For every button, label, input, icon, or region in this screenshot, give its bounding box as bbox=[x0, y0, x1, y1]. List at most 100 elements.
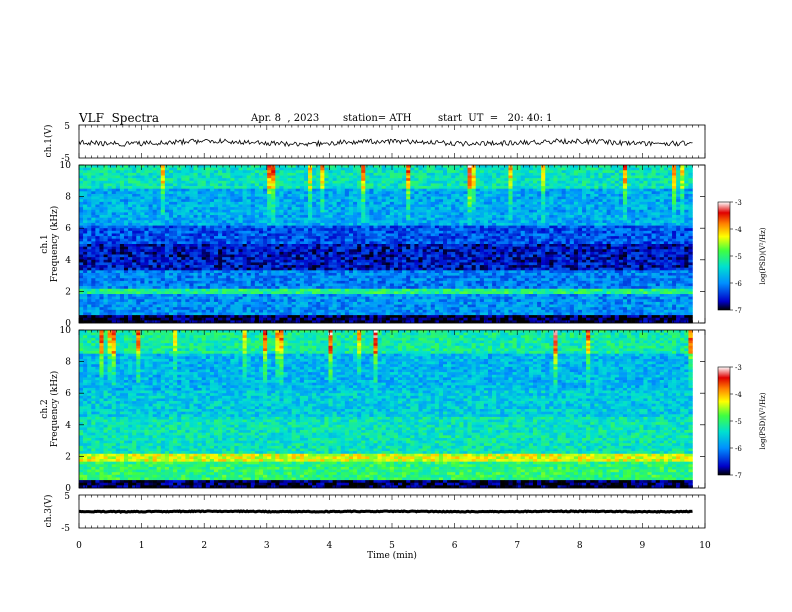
ch1-spectrogram-cell bbox=[663, 222, 669, 226]
ch1-spectrogram-cell bbox=[569, 165, 575, 168]
ch1-spectrogram-cell bbox=[213, 186, 219, 189]
ch1-spectrogram-cell bbox=[684, 204, 689, 208]
ch1-spectrogram-cell bbox=[557, 215, 562, 218]
ch1-spectrogram-cell bbox=[520, 196, 526, 200]
ch1-spectrogram-cell bbox=[663, 246, 669, 250]
ch1-spectrogram-cell bbox=[344, 170, 350, 174]
ch1-spectrogram-cell bbox=[177, 238, 182, 242]
ch1-spectrogram-cell bbox=[447, 222, 452, 226]
ch1-spectrogram-cell bbox=[500, 183, 505, 187]
ch1-spectrogram-cell bbox=[103, 172, 108, 176]
ch1-spectrogram-cell bbox=[381, 199, 387, 203]
ch1-spectrogram-cell bbox=[393, 170, 399, 174]
ch1-spectrogram-cell bbox=[647, 183, 652, 187]
ch1-spectrogram-cell bbox=[332, 215, 337, 218]
ch1-spectrogram-cell bbox=[140, 167, 145, 171]
ch1-spectrogram-cell bbox=[361, 172, 366, 176]
ch1-spectrogram-cell bbox=[496, 217, 501, 221]
ch1-spectrogram-cell bbox=[119, 180, 125, 184]
ch1-spectrogram-cell bbox=[177, 196, 182, 200]
ch1-spectrogram-cell bbox=[528, 222, 534, 226]
ch1-spectrogram-cell bbox=[651, 186, 656, 189]
ch1-spectrogram-cell bbox=[185, 170, 190, 174]
ch1-spectrogram-cell bbox=[91, 236, 96, 240]
ch1-spectrogram-cell bbox=[168, 238, 174, 242]
ch1-spectrogram-cell bbox=[95, 191, 100, 195]
ch1-spectrogram-cell bbox=[160, 251, 166, 255]
ch1-spectrogram-cell bbox=[234, 249, 239, 253]
ch1-spectrogram-cell bbox=[541, 215, 546, 218]
ch1-spectrogram-cell bbox=[230, 212, 235, 216]
ch1-spectrogram-cell bbox=[156, 204, 162, 208]
ch1-spectrogram-cell bbox=[107, 180, 113, 184]
ch1-spectrogram-cell bbox=[561, 172, 566, 176]
ch1-spectrogram-cell bbox=[602, 193, 607, 197]
ch1-spectrogram-cell bbox=[569, 230, 575, 234]
ch1-spectrogram-cell bbox=[647, 209, 652, 213]
ch1-spectrogram-cell bbox=[275, 167, 280, 171]
ch1-spectrogram-cell bbox=[590, 236, 595, 240]
ch1-spectrogram-cell bbox=[336, 196, 342, 200]
ch1-spectrogram-cell bbox=[115, 212, 121, 216]
ch1-spectrogram-cell bbox=[111, 204, 117, 208]
ch1-spectrogram-cell bbox=[508, 191, 513, 195]
ch1-spectrogram-cell bbox=[189, 249, 194, 253]
ch1-spectrogram-cell bbox=[582, 249, 587, 253]
ch1-spectrogram-cell bbox=[467, 180, 472, 184]
ch1-spectrogram-cell bbox=[663, 193, 669, 197]
ch1-spectrogram-cell bbox=[242, 201, 247, 205]
ch1-spectrogram-cell bbox=[91, 220, 96, 224]
ch1-spectrogram-cell bbox=[627, 212, 632, 216]
ch1-spectrogram-cell bbox=[430, 188, 436, 192]
ch1-spectrogram-cell bbox=[647, 228, 652, 232]
ch1-spectrogram-cell bbox=[348, 188, 354, 192]
ch1-spectrogram-cell bbox=[459, 178, 464, 182]
ch1-spectrogram-cell bbox=[582, 236, 587, 240]
ch1-spectrogram-cell bbox=[635, 207, 640, 211]
ch1-spectrogram-cell bbox=[164, 222, 170, 226]
ch1-spectrogram-cell bbox=[218, 222, 223, 226]
ch1-spectrogram-cell bbox=[590, 188, 595, 192]
ch1-spectrogram-cell bbox=[111, 207, 117, 211]
ch1-spectrogram-cell bbox=[365, 186, 370, 189]
ch1-spectrogram-cell bbox=[336, 204, 342, 208]
ch1-spectrogram-cell bbox=[234, 167, 239, 171]
ch1-spectrogram-cell bbox=[577, 215, 583, 218]
ch1-spectrogram-cell bbox=[152, 212, 158, 216]
ch1-spectrogram-cell bbox=[234, 222, 239, 226]
ch1-spectrogram-cell bbox=[295, 193, 301, 197]
ch1-spectrogram-cell bbox=[173, 170, 178, 174]
ch1-spectrogram-cell bbox=[438, 220, 444, 224]
ch1-spectrogram-cell bbox=[479, 244, 485, 247]
ch1-spectrogram-cell bbox=[414, 241, 419, 245]
ch1-spectrogram-cell bbox=[308, 241, 313, 245]
ch1-spectrogram-cell bbox=[128, 212, 133, 216]
ch1-spectrogram-cell bbox=[659, 209, 665, 213]
ch1-spectrogram-cell bbox=[438, 165, 444, 168]
ch1-spectrogram-cell bbox=[164, 246, 170, 250]
ch1-spectrogram-cell bbox=[332, 201, 337, 205]
ch1-spectrogram-cell bbox=[434, 183, 440, 187]
ch1-spectrogram-cell bbox=[103, 193, 108, 197]
ch1-spectrogram-cell bbox=[303, 225, 309, 229]
ch1-spectrogram-cell bbox=[377, 172, 382, 176]
ch1-spectrogram-cell bbox=[610, 209, 616, 213]
ch1-spectrogram-cell bbox=[667, 188, 673, 192]
ch1-spectrogram-cell bbox=[569, 209, 575, 213]
ch1-spectrogram-cell bbox=[164, 191, 170, 195]
ch1-spectrogram-cell bbox=[312, 204, 317, 208]
ch1-spectrogram-cell bbox=[148, 188, 153, 192]
ch1-spectrogram-cell bbox=[545, 244, 550, 247]
ch1-spectrogram-cell bbox=[254, 183, 260, 187]
ch1-spectrogram-cell bbox=[610, 191, 616, 195]
ch1-spectrogram-cell bbox=[479, 220, 485, 224]
ch1-spectrogram-cell bbox=[667, 220, 673, 224]
ch1-spectrogram-cell bbox=[87, 183, 92, 187]
ch1-spectrogram-cell bbox=[369, 175, 374, 179]
ch1-spectrogram-cell bbox=[83, 209, 88, 213]
ch1-spectrogram-cell bbox=[676, 220, 681, 224]
ch1-spectrogram-cell bbox=[647, 249, 652, 253]
ch1-spectrogram-cell bbox=[160, 230, 166, 234]
ch1-spectrogram-cell bbox=[667, 228, 673, 232]
ch1-spectrogram-cell bbox=[365, 196, 370, 200]
